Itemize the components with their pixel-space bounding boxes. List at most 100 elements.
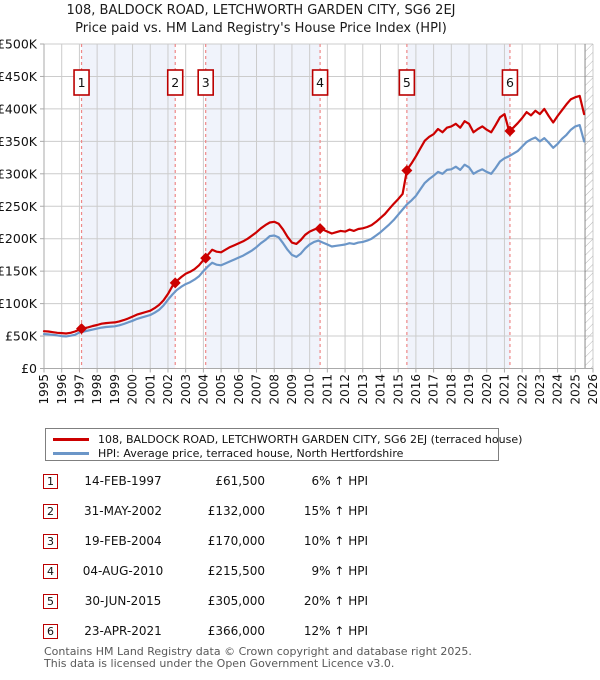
sale-vs-hpi: 6% ↑ HPI: [311, 474, 368, 488]
footer-licence: This data is licensed under the Open Gov…: [44, 657, 395, 670]
svg-text:2012: 2012: [338, 374, 352, 405]
sale-number-badge: 6: [43, 624, 58, 639]
table-row: 1 14-FEB-1997 £61,500 6% ↑ HPI: [43, 474, 433, 491]
sale-date: 23-APR-2021: [84, 624, 162, 638]
svg-text:2001: 2001: [143, 374, 157, 405]
svg-text:2004: 2004: [196, 374, 210, 405]
sale-number-badge: 3: [43, 534, 58, 549]
svg-text:1: 1: [78, 75, 86, 90]
sale-vs-hpi: 12% ↑ HPI: [303, 624, 368, 638]
table-row: 2 31-MAY-2002 £132,000 15% ↑ HPI: [43, 504, 433, 521]
svg-text:£200K: £200K: [0, 231, 38, 246]
sale-vs-hpi: 9% ↑ HPI: [311, 564, 368, 578]
x-axis-labels: 1995 1996 1997 1998 1999 2000 2001 2002 2003 2004…: [37, 374, 600, 405]
page-subtitle: Price paid vs. HM Land Registry's House …: [75, 21, 447, 36]
sale-vs-hpi: 10% ↑ HPI: [303, 534, 368, 548]
svg-text:2023: 2023: [533, 374, 547, 405]
svg-text:1996: 1996: [55, 374, 69, 405]
svg-text:1997: 1997: [72, 374, 86, 405]
svg-text:2021: 2021: [498, 374, 512, 405]
chart-legend: 108, BALDOCK ROAD, LETCHWORTH GARDEN CIT…: [45, 428, 522, 461]
svg-text:2010: 2010: [303, 374, 317, 405]
sale-vs-hpi: 20% ↑ HPI: [303, 594, 368, 608]
svg-text:2020: 2020: [480, 374, 494, 405]
svg-text:2008: 2008: [267, 374, 281, 405]
sale-date: 19-FEB-2004: [84, 534, 162, 548]
table-row: 4 04-AUG-2010 £215,500 9% ↑ HPI: [43, 564, 433, 581]
svg-text:£0: £0: [21, 361, 37, 376]
svg-text:£300K: £300K: [0, 166, 38, 181]
sale-price: £215,500: [207, 564, 265, 578]
svg-text:2018: 2018: [444, 374, 458, 405]
svg-text:2014: 2014: [374, 374, 388, 405]
page-title: 108, BALDOCK ROAD, LETCHWORTH GARDEN CIT…: [66, 3, 456, 18]
legend-item-hpi: HPI: Average price, terraced house, Nort…: [46, 446, 498, 460]
sale-number-badge: 5: [43, 594, 58, 609]
sale-markers: [76, 125, 516, 335]
svg-text:2024: 2024: [551, 374, 565, 405]
sale-date: 31-MAY-2002: [83, 504, 162, 518]
legend-label-hpi: HPI: Average price, terraced house, Nort…: [98, 446, 404, 460]
svg-text:4: 4: [316, 75, 324, 90]
svg-text:1998: 1998: [90, 374, 104, 405]
svg-text:£400K: £400K: [0, 101, 38, 116]
sale-event-lines: [80, 44, 511, 369]
future-hatch-region: [585, 44, 593, 369]
sale-number-badge: 4: [43, 564, 58, 579]
table-row: 5 30-JUN-2015 £305,000 20% ↑ HPI: [43, 594, 433, 611]
svg-text:2002: 2002: [161, 374, 175, 405]
sale-date: 04-AUG-2010: [82, 564, 164, 578]
svg-text:2026: 2026: [586, 374, 600, 405]
svg-text:2007: 2007: [250, 374, 264, 405]
sale-price: £132,000: [207, 504, 265, 518]
sale-date: 14-FEB-1997: [84, 474, 162, 488]
svg-text:£450K: £450K: [0, 69, 38, 84]
svg-text:£500K: £500K: [0, 37, 38, 52]
hpi-line: [42, 123, 586, 338]
svg-text:£50K: £50K: [5, 329, 38, 344]
svg-text:2017: 2017: [427, 374, 441, 405]
svg-text:2011: 2011: [320, 374, 334, 405]
price-chart: £0 £50K £100K £150K £200K £250K £300K £350K £400…: [0, 37, 600, 405]
y-axis-labels: £0 £50K £100K £150K £200K £250K £300K £350K £400…: [0, 37, 38, 377]
svg-text:£100K: £100K: [0, 296, 38, 311]
svg-text:2006: 2006: [232, 374, 246, 405]
sale-vs-hpi: 15% ↑ HPI: [303, 504, 368, 518]
svg-text:1995: 1995: [37, 374, 51, 405]
sale-number-badge: 1: [43, 474, 58, 489]
blue-line-swatch: [53, 451, 89, 455]
property-price-line: [42, 94, 586, 335]
legend-item-property: 108, BALDOCK ROAD, LETCHWORTH GARDEN CIT…: [46, 432, 522, 446]
sale-price: £366,000: [207, 624, 265, 638]
svg-text:2005: 2005: [214, 374, 228, 405]
svg-text:6: 6: [506, 75, 514, 90]
svg-text:2019: 2019: [462, 374, 476, 405]
table-row: 6 23-APR-2021 £366,000 12% ↑ HPI: [43, 624, 433, 641]
sale-date: 30-JUN-2015: [84, 594, 162, 608]
svg-text:2000: 2000: [126, 374, 140, 405]
svg-text:£350K: £350K: [0, 134, 38, 149]
svg-text:£250K: £250K: [0, 199, 38, 214]
svg-text:2003: 2003: [179, 374, 193, 405]
svg-text:£150K: £150K: [0, 264, 38, 279]
svg-text:3: 3: [202, 75, 210, 90]
sale-price: £305,000: [207, 594, 265, 608]
legend-label-property: 108, BALDOCK ROAD, LETCHWORTH GARDEN CIT…: [98, 432, 523, 446]
svg-text:1999: 1999: [108, 374, 122, 405]
svg-text:2015: 2015: [391, 374, 405, 405]
svg-text:2013: 2013: [356, 374, 370, 405]
svg-text:2: 2: [171, 75, 179, 90]
sale-price: £170,000: [207, 534, 265, 548]
svg-text:2009: 2009: [285, 374, 299, 405]
red-line-swatch: [53, 437, 89, 441]
svg-text:2016: 2016: [409, 374, 423, 405]
table-row: 3 19-FEB-2004 £170,000 10% ↑ HPI: [43, 534, 433, 551]
axes: [40, 43, 594, 373]
sale-price: £61,500: [215, 474, 265, 488]
sale-number-badge: 2: [43, 504, 58, 519]
svg-text:2025: 2025: [568, 374, 582, 405]
footer-copyright: Contains HM Land Registry data © Crown c…: [44, 645, 472, 658]
svg-text:5: 5: [403, 75, 411, 90]
svg-text:2022: 2022: [515, 374, 529, 405]
sale-event-badges: 1 2 3 4 5 6: [73, 69, 519, 96]
